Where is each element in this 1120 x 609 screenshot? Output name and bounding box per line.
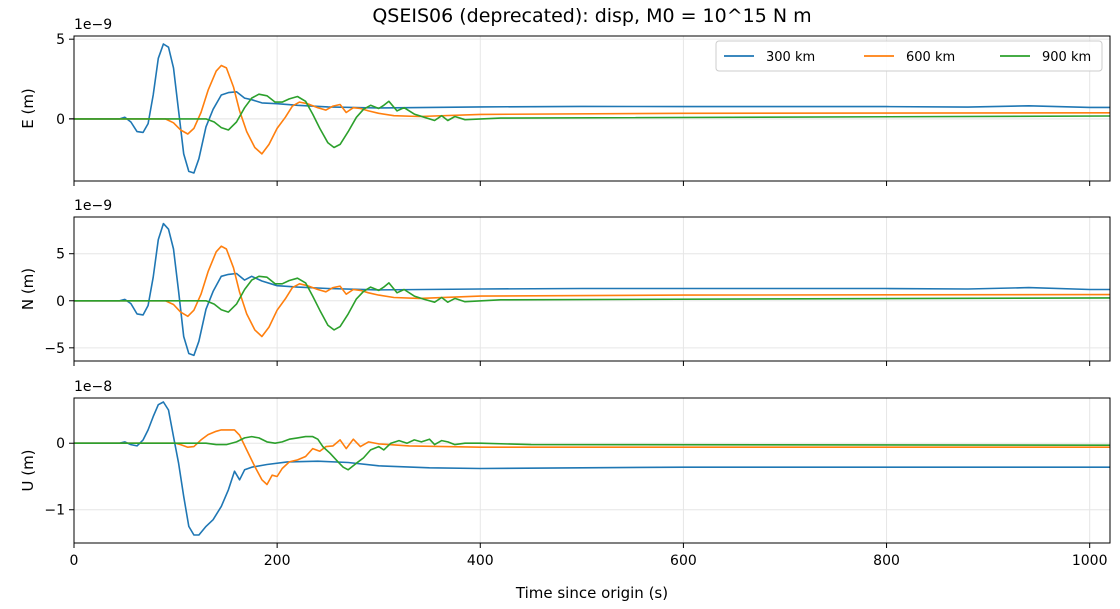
legend-label: 600 km: [906, 50, 955, 65]
subplot-3: −1 0 0 200 400 600 800 1000 1e−8 U (m) Time since …: [19, 379, 1111, 602]
x-tick-label: 200: [264, 553, 291, 569]
series-line-300km: [74, 222, 1110, 357]
y-axis-label: E (m): [19, 88, 37, 129]
y-tick-label: 5: [56, 247, 65, 263]
x-tick-label: 800: [873, 553, 900, 569]
x-tick-label: 1000: [1072, 553, 1108, 569]
y-exponent-label: 1e−9: [74, 17, 112, 33]
series-line-300km: [74, 43, 1110, 174]
x-tick-label: 600: [670, 553, 697, 569]
axes-frame: [73, 397, 1111, 544]
y-tick-label: 5: [56, 32, 65, 48]
axes-frame: [73, 216, 1111, 362]
y-tick-label: 0: [56, 436, 65, 452]
y-exponent-label: 1e−9: [74, 198, 112, 214]
series-line-900km: [74, 93, 1110, 149]
legend-label: 900 km: [1042, 50, 1091, 65]
panels: 0 5 1e−9 E (m) 300 km 600 km 900 km −5 0 5 1e−9 N (…: [19, 17, 1111, 602]
x-axis-label: Time since origin (s): [515, 584, 668, 602]
series-line-600km: [74, 64, 1110, 155]
series-line-900km: [74, 435, 1110, 471]
x-tick-label: 400: [467, 553, 494, 569]
series-line-300km: [74, 401, 1110, 536]
x-tick-label: 0: [70, 553, 79, 569]
subplot-2: −5 0 5 1e−9 N (m): [19, 198, 1111, 366]
legend: 300 km 600 km 900 km: [715, 40, 1103, 72]
y-axis-label: U (m): [19, 449, 37, 491]
y-tick-label: −1: [44, 503, 65, 519]
subplot-1: 0 5 1e−9 E (m) 300 km 600 km 900 km: [19, 17, 1111, 186]
y-exponent-label: 1e−8: [74, 379, 112, 395]
series-line-600km: [74, 245, 1110, 338]
series-line-900km: [74, 275, 1110, 331]
axes-frame: [73, 35, 1111, 182]
legend-box: [715, 40, 1103, 72]
legend-label: 300 km: [766, 50, 815, 65]
chart-title: QSEIS06 (deprecated): disp, M0 = 10^15 N…: [372, 5, 811, 27]
y-tick-label: −5: [44, 341, 65, 357]
y-tick-label: 0: [56, 112, 65, 128]
y-tick-label: 0: [56, 294, 65, 310]
y-axis-label: N (m): [19, 268, 37, 310]
series-line-600km: [74, 429, 1110, 486]
